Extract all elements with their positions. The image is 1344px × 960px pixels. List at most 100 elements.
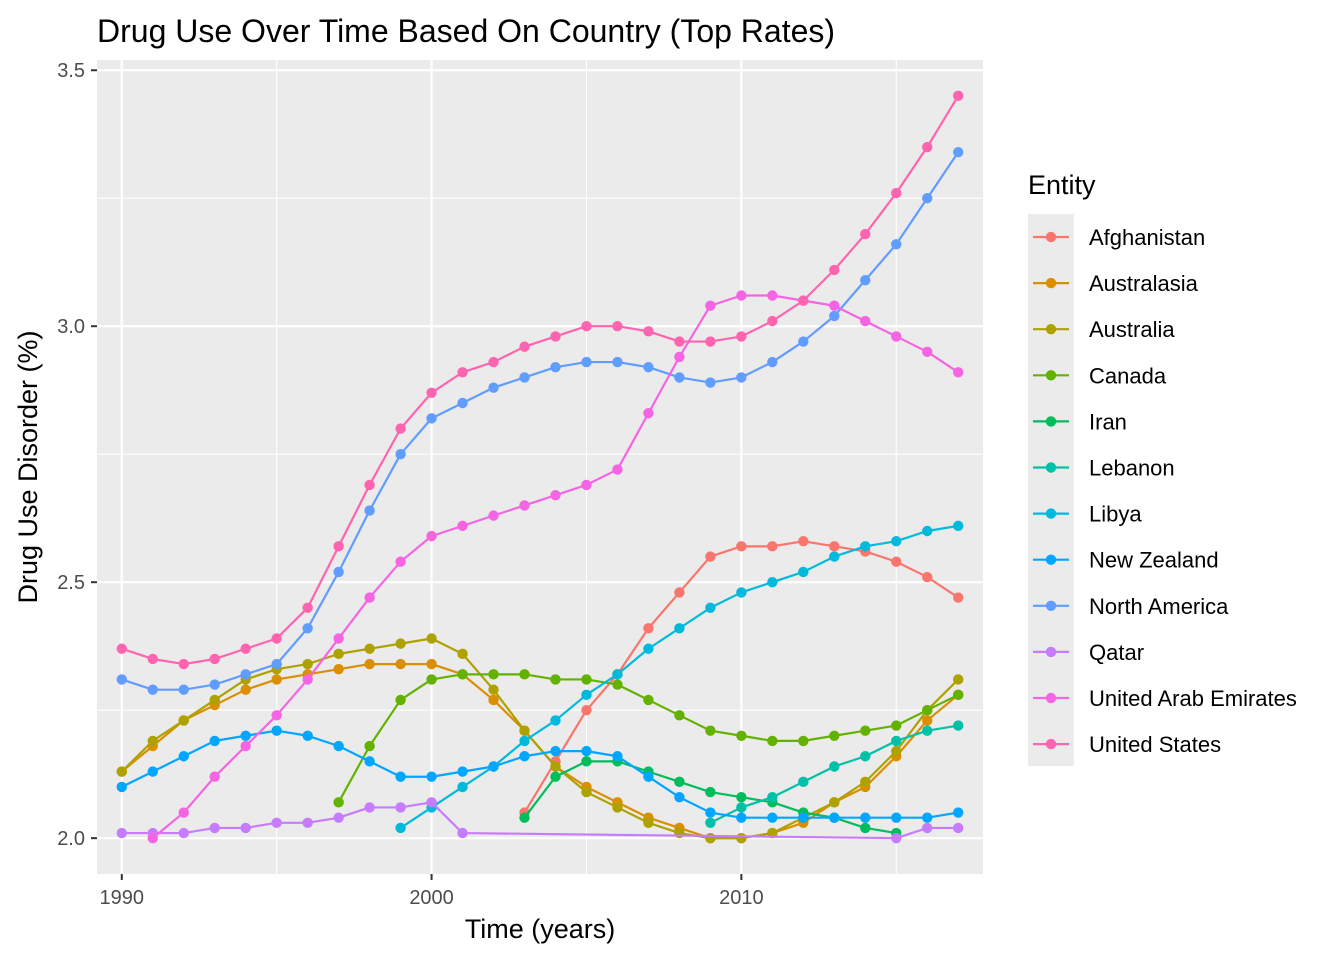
data-point-afghanistan	[705, 551, 716, 562]
data-point-australia	[705, 832, 716, 844]
legend-key-point	[1045, 738, 1057, 750]
data-point-australia	[488, 684, 499, 695]
series-united-arab-emirates	[147, 290, 964, 844]
legend-key-point	[1045, 692, 1057, 704]
data-point-north-america	[426, 413, 437, 424]
data-point-new-zealand	[147, 766, 158, 777]
data-point-australia	[953, 674, 964, 685]
data-point-iran	[519, 812, 530, 823]
legend-key-point	[1045, 370, 1057, 381]
data-point-united-states	[922, 141, 933, 153]
legend-label: United Arab Emirates	[1089, 686, 1297, 711]
legend-item-new-zealand: New Zealand	[1033, 548, 1219, 573]
data-point-new-zealand	[953, 807, 964, 818]
data-point-united-arab-emirates	[860, 315, 871, 327]
data-point-australia	[426, 633, 437, 644]
data-point-north-america	[364, 505, 375, 516]
data-point-united-states	[798, 295, 809, 306]
data-point-united-arab-emirates	[147, 832, 158, 844]
data-point-libya	[767, 576, 778, 588]
data-point-new-zealand	[643, 771, 654, 782]
data-point-qatar	[271, 817, 282, 829]
data-point-lebanon	[798, 776, 809, 788]
data-point-north-america	[798, 336, 809, 347]
data-point-canada	[798, 735, 809, 747]
data-point-canada	[519, 669, 530, 680]
data-point-united-arab-emirates	[209, 771, 220, 782]
data-point-australia	[364, 643, 375, 654]
data-point-australia	[581, 786, 592, 798]
data-point-united-states	[612, 321, 623, 332]
data-point-australia	[333, 648, 344, 660]
data-point-united-states	[767, 315, 778, 327]
legend-key-background	[1028, 214, 1074, 766]
data-point-new-zealand	[674, 792, 685, 803]
data-point-united-states	[426, 387, 437, 398]
data-point-united-arab-emirates	[178, 807, 189, 818]
data-point-north-america	[147, 684, 158, 695]
data-point-new-zealand	[488, 761, 499, 772]
data-point-canada	[674, 710, 685, 721]
legend-item-afghanistan: Afghanistan	[1033, 225, 1205, 250]
data-point-united-arab-emirates	[922, 346, 933, 358]
data-point-united-states	[736, 331, 747, 342]
data-point-afghanistan	[674, 587, 685, 598]
data-point-united-arab-emirates	[705, 300, 716, 311]
data-point-afghanistan	[767, 541, 778, 552]
legend-label: Australia	[1089, 317, 1175, 342]
data-point-united-states	[364, 479, 375, 491]
data-point-united-states	[891, 187, 902, 199]
data-point-libya	[922, 525, 933, 537]
data-point-libya	[953, 520, 964, 532]
data-point-united-arab-emirates	[550, 489, 561, 501]
series-line-australia	[121, 637, 959, 840]
data-point-new-zealand	[364, 756, 375, 767]
legend-item-united-arab-emirates: United Arab Emirates	[1033, 686, 1297, 711]
data-point-afghanistan	[581, 704, 592, 716]
y-tick-label: 3.0	[57, 316, 85, 338]
data-point-north-america	[891, 239, 902, 250]
data-point-libya	[860, 541, 871, 552]
data-point-australia	[519, 725, 530, 736]
data-point-qatar	[302, 817, 313, 829]
chart-title: Drug Use Over Time Based On Country (Top…	[97, 13, 835, 49]
data-point-united-states	[178, 658, 189, 670]
data-point-libya	[457, 781, 468, 793]
data-point-north-america	[953, 146, 964, 158]
legend-key-point	[1045, 231, 1057, 243]
legend-item-libya: Libya	[1033, 502, 1142, 527]
data-point-united-arab-emirates	[488, 510, 499, 521]
legend-item-north-america: North America	[1033, 594, 1229, 619]
data-point-north-america	[922, 193, 933, 204]
data-point-canada	[457, 669, 468, 680]
data-point-lebanon	[767, 792, 778, 803]
data-point-afghanistan	[736, 541, 747, 552]
data-point-afghanistan	[891, 556, 902, 567]
series-lebanon	[705, 720, 964, 829]
data-point-united-arab-emirates	[736, 290, 747, 301]
axes-layer: 1990 2000 2010 2.0 2.5 3.0 3.5	[57, 60, 763, 909]
data-point-canada	[953, 689, 964, 701]
data-point-united-arab-emirates	[829, 300, 840, 311]
data-point-united-arab-emirates	[581, 479, 592, 491]
data-point-afghanistan	[643, 623, 654, 634]
legend-label: Iran	[1089, 409, 1127, 434]
data-point-new-zealand	[891, 812, 902, 823]
data-point-qatar	[178, 827, 189, 839]
data-point-qatar	[240, 822, 251, 834]
data-point-north-america	[860, 274, 871, 286]
data-point-new-zealand	[705, 807, 716, 818]
data-point-united-states	[581, 321, 592, 332]
data-point-afghanistan	[798, 536, 809, 547]
data-point-north-america	[829, 310, 840, 322]
data-point-iran	[705, 786, 716, 798]
data-point-new-zealand	[581, 745, 592, 757]
legend: Entity Afghanistan Australasia Australia Ca…	[1028, 170, 1297, 766]
data-point-united-arab-emirates	[426, 530, 437, 542]
data-point-new-zealand	[860, 812, 871, 823]
legend-label: Qatar	[1089, 640, 1144, 665]
data-point-north-america	[271, 658, 282, 670]
series-north-america	[116, 146, 964, 695]
data-point-united-arab-emirates	[302, 674, 313, 685]
data-point-united-states	[209, 653, 220, 665]
